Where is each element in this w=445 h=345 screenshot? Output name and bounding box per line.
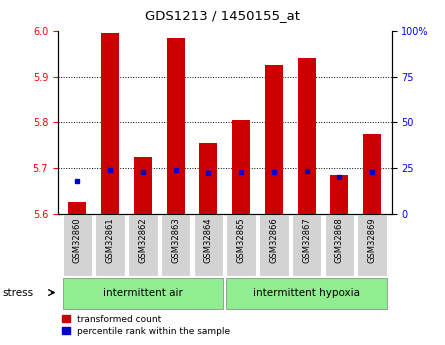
Text: GDS1213 / 1450155_at: GDS1213 / 1450155_at bbox=[145, 9, 300, 22]
Bar bbox=[166, 38, 185, 214]
Text: GSM32865: GSM32865 bbox=[237, 217, 246, 263]
Text: GSM32866: GSM32866 bbox=[269, 217, 278, 263]
Text: GSM32860: GSM32860 bbox=[73, 217, 82, 263]
Bar bbox=[363, 134, 381, 214]
Bar bbox=[292, 214, 321, 276]
Text: GSM32862: GSM32862 bbox=[138, 217, 147, 263]
Text: GSM32861: GSM32861 bbox=[106, 217, 115, 263]
Text: GSM32869: GSM32869 bbox=[368, 217, 376, 263]
Bar bbox=[161, 214, 190, 276]
Bar bbox=[259, 214, 288, 276]
Bar bbox=[199, 143, 217, 214]
Bar bbox=[357, 214, 387, 276]
Bar bbox=[69, 203, 86, 214]
Text: stress: stress bbox=[2, 288, 33, 298]
Legend: transformed count, percentile rank within the sample: transformed count, percentile rank withi… bbox=[62, 315, 230, 336]
Bar bbox=[96, 214, 125, 276]
Bar bbox=[101, 33, 119, 214]
Bar bbox=[227, 214, 256, 276]
Text: intermittent hypoxia: intermittent hypoxia bbox=[253, 288, 360, 297]
Bar bbox=[63, 278, 223, 309]
Bar bbox=[63, 214, 92, 276]
Text: intermittent air: intermittent air bbox=[103, 288, 183, 297]
Text: GSM32868: GSM32868 bbox=[335, 217, 344, 263]
Text: GSM32864: GSM32864 bbox=[204, 217, 213, 263]
Bar bbox=[324, 214, 354, 276]
Bar bbox=[265, 65, 283, 214]
Bar bbox=[298, 58, 316, 214]
Bar bbox=[232, 120, 250, 214]
Bar bbox=[134, 157, 152, 214]
Text: GSM32863: GSM32863 bbox=[171, 217, 180, 263]
Bar bbox=[194, 214, 223, 276]
Bar bbox=[227, 278, 387, 309]
Bar bbox=[128, 214, 158, 276]
Bar bbox=[330, 175, 348, 214]
Text: GSM32867: GSM32867 bbox=[302, 217, 311, 263]
